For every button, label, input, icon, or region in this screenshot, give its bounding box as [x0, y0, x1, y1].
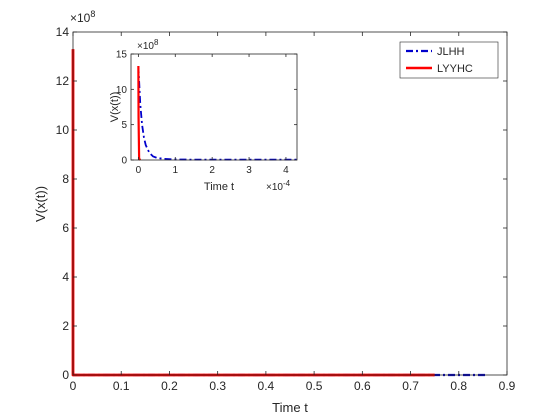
- inset-x-exponent-label: ×10-4: [266, 179, 291, 193]
- legend-box: [399, 41, 499, 79]
- inset-series-group: [137, 65, 297, 161]
- legend-entry-jlhh: JLHH: [437, 46, 465, 58]
- series-line-jlhh: [137, 65, 297, 161]
- y-tick-label: 0: [62, 368, 69, 382]
- y-tick-label: 6: [62, 221, 69, 235]
- inset-y-axis-label: V(x(t)): [109, 92, 121, 123]
- x-tick-label: 0.8: [450, 379, 467, 393]
- main-plot-box: [72, 31, 508, 376]
- main-x-axis-label: Time t: [272, 400, 308, 415]
- x-tick-label: 0.5: [306, 379, 323, 393]
- y-tick-label: 12: [56, 74, 70, 88]
- x-tick-label: 0.3: [209, 379, 226, 393]
- y-tick-label: 10: [116, 85, 128, 96]
- legend: JLHH LYYHC: [399, 41, 499, 79]
- x-tick-label: 3: [246, 165, 252, 176]
- inset-axes: 0 1 2 3 4 0 5 10 15 ×108 ×10-4 Time t V(x(t)): [109, 38, 298, 193]
- y-tick-label: 10: [56, 123, 70, 137]
- x-tick-label: 1: [172, 165, 178, 176]
- y-tick-label: 5: [121, 120, 127, 131]
- y-tick-label: 0: [121, 156, 127, 167]
- x-tick-label: 0: [70, 379, 77, 393]
- y-tick-label: 8: [62, 172, 69, 186]
- inset-x-ticks: 0 1 2 3 4: [136, 54, 289, 176]
- main-x-ticks: 0 0.1 0.2 0.3 0.4 0.5 0.6 0.7 0.8 0.9: [70, 32, 516, 393]
- x-tick-label: 0.1: [113, 379, 130, 393]
- inset-plot-box: [130, 53, 298, 161]
- y-tick-label: 14: [56, 25, 70, 39]
- y-tick-label: 15: [116, 50, 128, 61]
- series-line-lyyhc: [137, 66, 142, 161]
- inset-y-ticks: 0 5 10 15: [116, 50, 297, 167]
- x-tick-label: 0.7: [402, 379, 419, 393]
- x-tick-label: 0.9: [499, 379, 516, 393]
- x-tick-label: 0.2: [161, 379, 178, 393]
- y-tick-label: 4: [62, 270, 69, 284]
- y-tick-label: 2: [62, 319, 69, 333]
- x-tick-label: 2: [209, 165, 215, 176]
- legend-entry-lyyhc: LYYHC: [437, 63, 473, 75]
- x-tick-label: 0.6: [354, 379, 371, 393]
- main-y-axis-label: V(x(t)): [33, 186, 48, 222]
- main-y-exponent-label: ×108: [70, 9, 95, 25]
- inset-x-axis-label: Time t: [204, 181, 234, 193]
- x-tick-label: 0: [136, 165, 142, 176]
- inset-y-exponent-label: ×108: [137, 38, 159, 52]
- x-tick-label: 0.4: [258, 379, 275, 393]
- x-tick-label: 4: [283, 165, 289, 176]
